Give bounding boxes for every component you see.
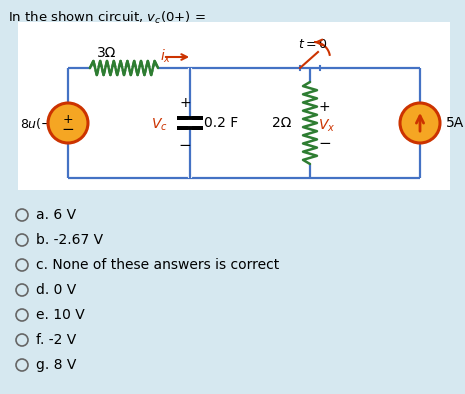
Text: $t = 0$: $t = 0$ <box>298 38 327 51</box>
Text: 3Ω: 3Ω <box>97 46 116 60</box>
FancyBboxPatch shape <box>18 22 450 190</box>
Text: 5A: 5A <box>446 116 464 130</box>
Text: −: − <box>179 138 192 152</box>
Text: $V_x$: $V_x$ <box>318 118 335 134</box>
Circle shape <box>400 103 440 143</box>
Text: 2Ω: 2Ω <box>272 116 292 130</box>
Text: a. 6 V: a. 6 V <box>36 208 76 222</box>
Text: f. -2 V: f. -2 V <box>36 333 76 347</box>
Text: +: + <box>179 96 191 110</box>
Text: b. -2.67 V: b. -2.67 V <box>36 233 103 247</box>
Text: −: − <box>62 123 74 138</box>
Text: 8$u$(−$t$) V: 8$u$(−$t$) V <box>20 115 75 130</box>
Text: +: + <box>63 113 73 126</box>
Text: +: + <box>318 100 330 114</box>
Text: In the shown circuit, $v_c$(0+) =: In the shown circuit, $v_c$(0+) = <box>8 10 206 26</box>
Text: −: − <box>318 136 331 151</box>
Text: c. None of these answers is correct: c. None of these answers is correct <box>36 258 279 272</box>
Circle shape <box>48 103 88 143</box>
Text: e. 10 V: e. 10 V <box>36 308 85 322</box>
Text: $V_c$: $V_c$ <box>151 117 168 133</box>
Text: g. 8 V: g. 8 V <box>36 358 76 372</box>
Text: 0.2 F: 0.2 F <box>204 116 238 130</box>
Text: $i_x$: $i_x$ <box>160 48 172 65</box>
Text: d. 0 V: d. 0 V <box>36 283 76 297</box>
